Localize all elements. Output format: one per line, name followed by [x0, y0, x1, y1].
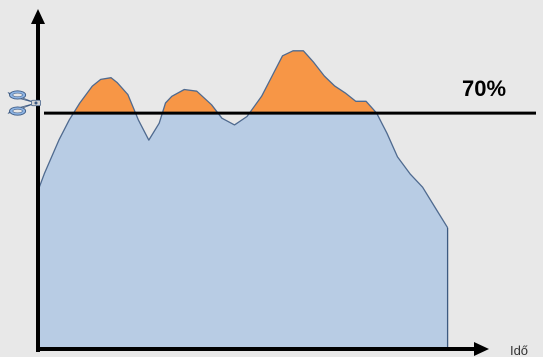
- y-axis-arrow: [31, 9, 45, 24]
- threshold-label: 70%: [462, 76, 506, 101]
- x-axis-arrow: [474, 342, 489, 356]
- plot-area: [31, 9, 536, 356]
- area-above-threshold: [73, 50, 377, 114]
- x-axis-label: Idő: [510, 343, 528, 357]
- scissors-icon: [7, 90, 41, 116]
- series-outline: [37, 50, 449, 229]
- area-series: [38, 50, 448, 350]
